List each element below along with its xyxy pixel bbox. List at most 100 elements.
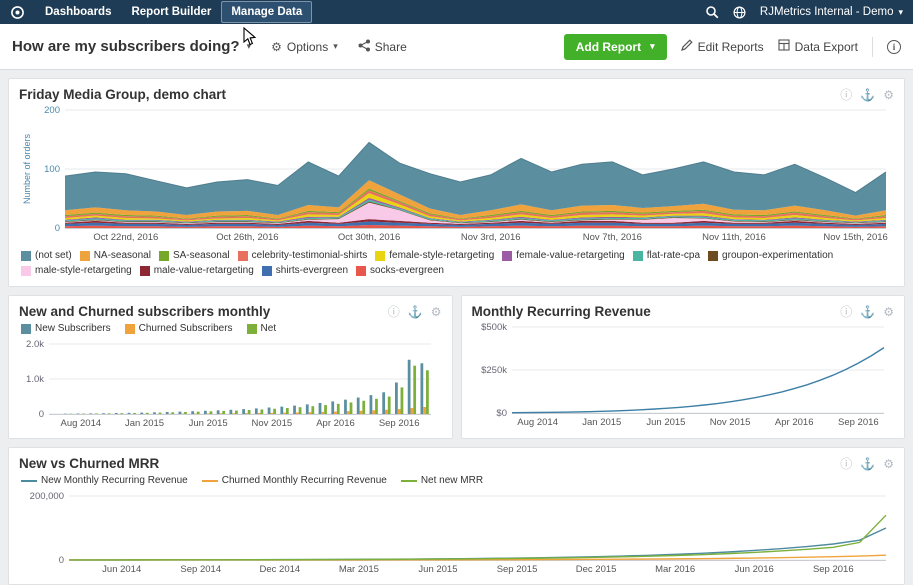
legend-item-net[interactable]: Net [247, 323, 277, 334]
svg-text:Nov 2015: Nov 2015 [709, 417, 750, 428]
nav-report-builder[interactable]: Report Builder [121, 3, 221, 21]
svg-text:100: 100 [44, 164, 60, 175]
legend-item-sa-seasonal[interactable]: SA-seasonal [159, 250, 230, 261]
svg-text:Sep 2015: Sep 2015 [497, 564, 538, 575]
legend-swatch [202, 480, 218, 482]
legend-item-na-seasonal[interactable]: NA-seasonal [80, 250, 151, 261]
top-navbar: Dashboards Report Builder Manage Data RJ… [0, 0, 913, 24]
legend-label: groupon-experimentation [722, 250, 833, 261]
svg-text:Nov 2015: Nov 2015 [251, 418, 292, 429]
gear-icon[interactable]: ⚙ [883, 89, 894, 101]
gear-icon[interactable]: ⚙ [883, 458, 894, 470]
svg-text:Jun 2016: Jun 2016 [735, 564, 774, 575]
info-icon[interactable]: ⓘ [840, 458, 852, 470]
anchor-icon[interactable]: ⚓ [860, 89, 875, 101]
share-button[interactable]: Share [358, 39, 407, 55]
svg-text:Nov 11th, 2016: Nov 11th, 2016 [702, 232, 766, 243]
svg-text:200,000: 200,000 [30, 491, 64, 502]
info-icon[interactable]: ⓘ [840, 89, 852, 101]
legend-item--not-set-[interactable]: (not set) [21, 250, 72, 261]
svg-text:1.0k: 1.0k [26, 374, 44, 385]
nav-manage-data[interactable]: Manage Data [221, 1, 312, 23]
legend-item-female-value-retargeting[interactable]: female-value-retargeting [502, 250, 624, 261]
legend-label: socks-evergreen [370, 265, 444, 276]
info-icon[interactable]: i [887, 40, 901, 54]
anchor-icon[interactable]: ⚓ [860, 458, 875, 470]
svg-text:Oct 22nd, 2016: Oct 22nd, 2016 [93, 232, 158, 243]
anchor-icon[interactable]: ⚓ [408, 306, 423, 318]
chevron-down-icon: ▾ [650, 42, 655, 51]
account-menu[interactable]: RJMetrics Internal - Demo ▾ [760, 6, 903, 18]
dashboard-title-menu[interactable]: How are my subscribers doing? ▾ [12, 38, 251, 55]
legend-label: New Subscribers [35, 323, 111, 334]
legend-swatch [80, 251, 90, 261]
legend-item-new-subscribers[interactable]: New Subscribers [21, 323, 111, 334]
toolbar-right-group: Add Report ▾ Edit Reports Data Export i [564, 34, 901, 60]
globe-icon[interactable] [726, 5, 754, 20]
legend-item-flat-rate-cpa[interactable]: flat-rate-cpa [633, 250, 700, 261]
legend-item-socks-evergreen[interactable]: socks-evergreen [356, 265, 444, 276]
options-button[interactable]: ⚙ Options ▾ [271, 40, 338, 54]
svg-text:Oct 26th, 2016: Oct 26th, 2016 [216, 232, 278, 243]
legend-label: male-style-retargeting [35, 265, 132, 276]
legend-item-female-style-retargeting[interactable]: female-style-retargeting [375, 250, 494, 261]
legend-item-net-new-mrr[interactable]: Net new MRR [401, 475, 483, 486]
edit-reports-button[interactable]: Edit Reports [681, 39, 764, 54]
add-report-label: Add Report [576, 40, 641, 54]
nav-dashboards[interactable]: Dashboards [35, 3, 121, 21]
svg-text:Mar 2016: Mar 2016 [655, 564, 695, 575]
legend-item-male-value-retargeting[interactable]: male-value-retargeting [140, 265, 254, 276]
legend-item-groupon-experimentation[interactable]: groupon-experimentation [708, 250, 833, 261]
gear-icon[interactable]: ⚙ [883, 306, 894, 318]
legend-label: male-value-retargeting [154, 265, 254, 276]
legend-label: Churned Subscribers [139, 323, 233, 334]
legend-label: Churned Monthly Recurring Revenue [222, 475, 387, 486]
chart-card-new-vs-churned-mrr: New vs Churned MRR ⓘ ⚓ ⚙ New Monthly Rec… [8, 447, 905, 585]
legend-item-churned-subscribers[interactable]: Churned Subscribers [125, 323, 233, 334]
svg-text:Jun 2015: Jun 2015 [189, 418, 228, 429]
anchor-icon[interactable]: ⚓ [860, 306, 875, 318]
chart-legend: New Monthly Recurring Revenue Churned Mon… [21, 475, 894, 486]
legend-item-new-monthly-recurring-revenue[interactable]: New Monthly Recurring Revenue [21, 475, 188, 486]
svg-text:$250k: $250k [481, 365, 507, 376]
svg-text:Jan 2015: Jan 2015 [125, 418, 164, 429]
legend-label: shirts-evergreen [276, 265, 348, 276]
legend-swatch [238, 251, 248, 261]
chevron-down-icon: ▾ [333, 42, 338, 51]
legend-label: female-value-retargeting [516, 250, 624, 261]
legend-swatch [140, 266, 150, 276]
legend-label: NA-seasonal [94, 250, 151, 261]
svg-text:Sep 2016: Sep 2016 [838, 417, 879, 428]
info-icon[interactable]: ⓘ [388, 306, 400, 318]
legend-item-churned-monthly-recurring-revenue[interactable]: Churned Monthly Recurring Revenue [202, 475, 387, 486]
page-title: How are my subscribers doing? [12, 38, 240, 55]
legend-item-shirts-evergreen[interactable]: shirts-evergreen [262, 265, 348, 276]
legend-label: Net [261, 323, 277, 334]
info-icon[interactable]: ⓘ [840, 306, 852, 318]
share-icon [358, 39, 370, 55]
svg-text:$0: $0 [496, 408, 507, 419]
data-export-button[interactable]: Data Export [778, 39, 858, 54]
svg-text:Nov 15th, 2016: Nov 15th, 2016 [823, 232, 887, 243]
add-report-button[interactable]: Add Report ▾ [564, 34, 667, 60]
rjmetrics-logo-icon[interactable] [10, 5, 25, 20]
legend-swatch [21, 266, 31, 276]
legend-swatch [21, 324, 31, 334]
chevron-down-icon: ▾ [898, 8, 903, 17]
legend-swatch [21, 480, 37, 482]
legend-item-male-style-retargeting[interactable]: male-style-retargeting [21, 265, 132, 276]
gear-icon[interactable]: ⚙ [431, 306, 442, 318]
legend-swatch [247, 324, 257, 334]
legend-swatch [401, 480, 417, 482]
svg-text:Apr 2016: Apr 2016 [774, 417, 813, 428]
search-icon[interactable] [698, 5, 726, 19]
legend-label: New Monthly Recurring Revenue [41, 475, 188, 486]
edit-reports-label: Edit Reports [698, 40, 764, 54]
svg-text:Jun 2015: Jun 2015 [646, 417, 685, 428]
legend-item-celebrity-testimonial-shirts[interactable]: celebrity-testimonial-shirts [238, 250, 368, 261]
legend-label: female-style-retargeting [389, 250, 494, 261]
pencil-icon [681, 39, 693, 54]
